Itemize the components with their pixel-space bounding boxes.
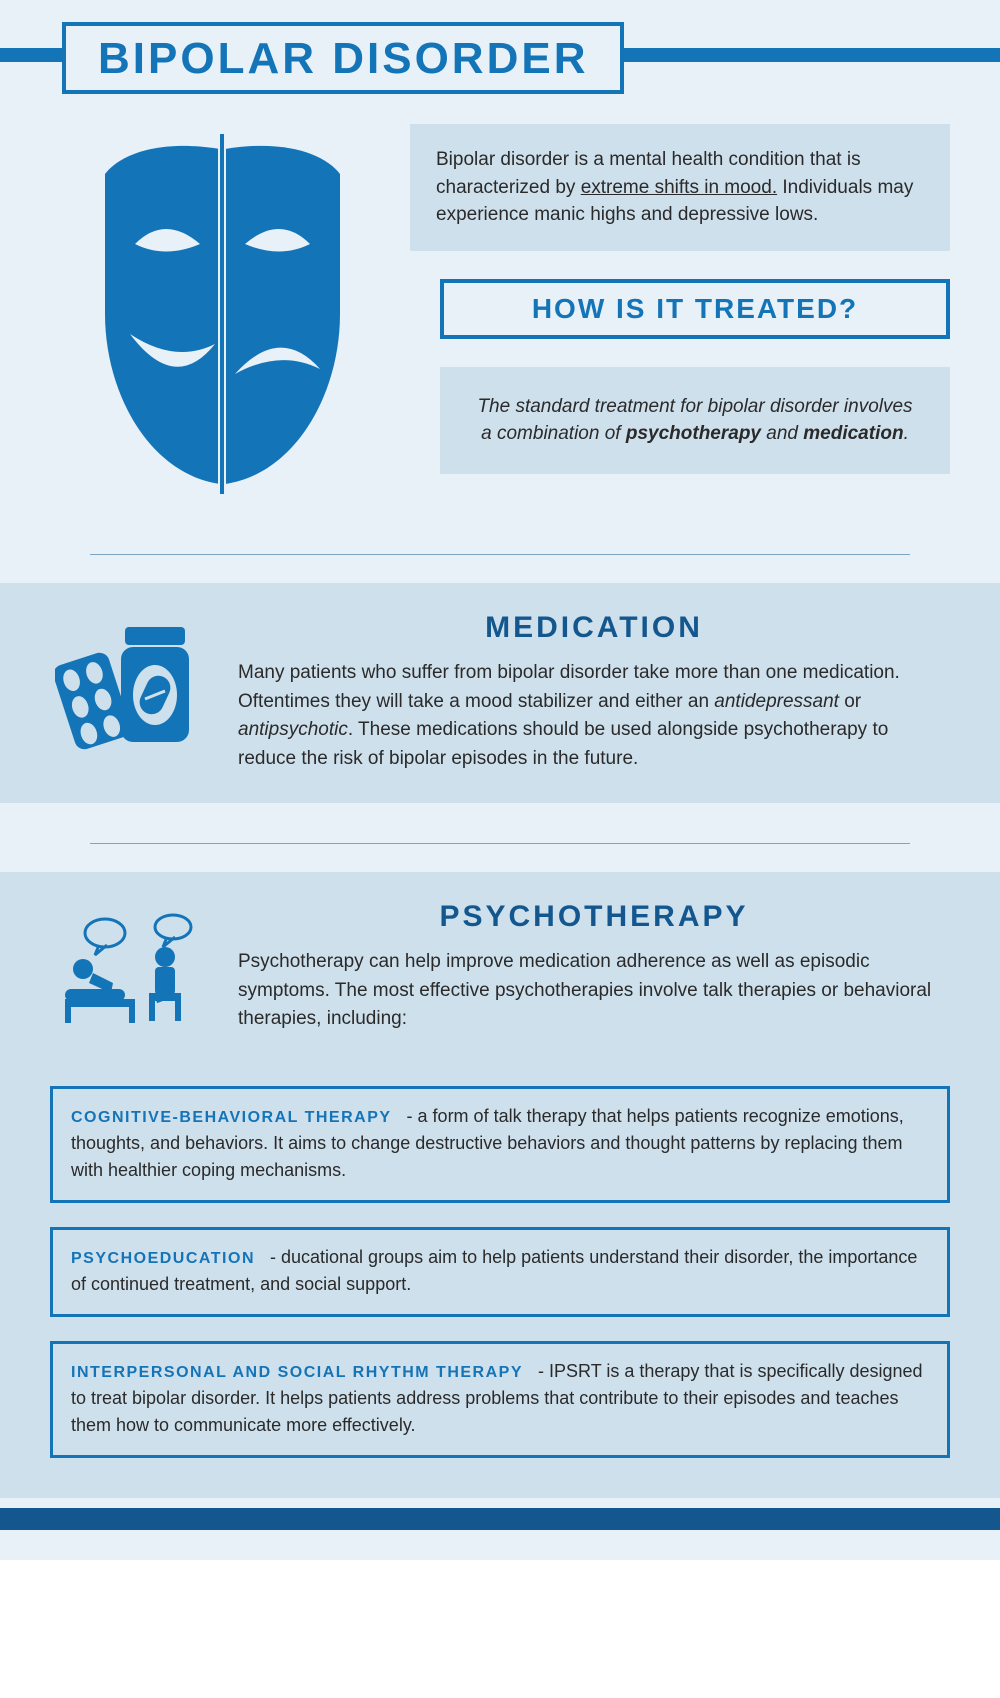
treated-mid: and (761, 423, 803, 444)
medication-title: MEDICATION (238, 611, 950, 645)
pills-icon (50, 611, 210, 773)
therapy-box-psychoed: PSYCHOEDUCATION - ducational groups aim … (50, 1227, 950, 1317)
psychotherapy-body: Psychotherapy can help improve medicatio… (238, 948, 950, 1034)
divider-wrap-1 (0, 514, 1000, 583)
therapy-label-ipsrt: INTERPERSONAL AND SOCIAL RHYTHM THERAPY (71, 1364, 523, 1381)
treated-text-box: The standard treatment for bipolar disor… (440, 367, 950, 474)
treated-heading-box: HOW IS IT TREATED? (440, 279, 950, 339)
bottom-accent-bar (0, 1508, 1000, 1530)
therapy-label-cbt: COGNITIVE-BEHAVIORAL THERAPY (71, 1109, 392, 1126)
med-italic1: antidepressant (714, 691, 839, 712)
divider-1 (90, 554, 910, 555)
divider-2 (90, 843, 910, 844)
main-title: BIPOLAR DISORDER (98, 34, 588, 84)
divider-wrap-2 (0, 803, 1000, 872)
psychotherapy-title: PSYCHOTHERAPY (238, 900, 950, 934)
therapy-icon (50, 900, 210, 1046)
medication-section: MEDICATION Many patients who suffer from… (0, 583, 1000, 803)
therapy-label-psychoed: PSYCHOEDUCATION (71, 1250, 255, 1267)
therapy-boxes: COGNITIVE-BEHAVIORAL THERAPY - a form of… (0, 1076, 1000, 1498)
infographic-page: BIPOLAR DISORDER (0, 0, 1000, 1560)
treated-bold2: medication (803, 423, 903, 444)
intro-text-column: Bipolar disorder is a mental health cond… (410, 124, 950, 504)
medication-body: Many patients who suffer from bipolar di… (238, 659, 950, 773)
treated-heading: HOW IS IT TREATED? (462, 293, 928, 325)
intro-text-underline: extreme shifts in mood. (581, 177, 777, 198)
treated-bold1: psychotherapy (626, 423, 761, 444)
med-italic2: antipsychotic (238, 719, 348, 740)
treated-post: . (904, 423, 909, 444)
theater-masks-icon (60, 124, 380, 504)
therapy-box-ipsrt: INTERPERSONAL AND SOCIAL RHYTHM THERAPY … (50, 1341, 950, 1458)
therapy-box-cbt: COGNITIVE-BEHAVIORAL THERAPY - a form of… (50, 1086, 950, 1203)
medication-content: MEDICATION Many patients who suffer from… (238, 611, 950, 773)
main-title-box: BIPOLAR DISORDER (62, 22, 624, 94)
med-mid: or (839, 691, 861, 712)
psychotherapy-section: PSYCHOTHERAPY Psychotherapy can help imp… (0, 872, 1000, 1076)
psychotherapy-content: PSYCHOTHERAPY Psychotherapy can help imp… (238, 900, 950, 1046)
intro-description-box: Bipolar disorder is a mental health cond… (410, 124, 950, 251)
intro-row: Bipolar disorder is a mental health cond… (0, 94, 1000, 514)
